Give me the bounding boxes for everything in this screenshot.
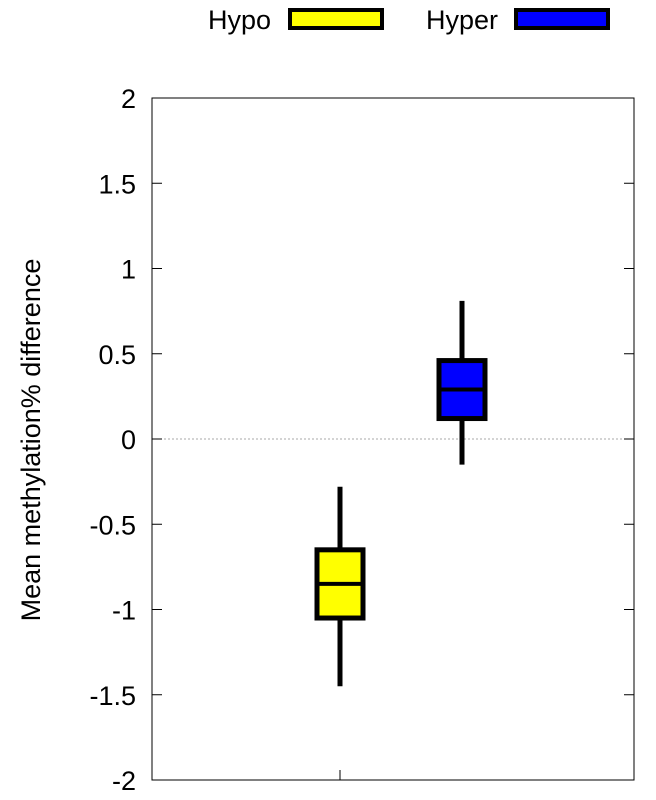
boxes (314, 300, 488, 687)
box-hypo (314, 486, 366, 687)
y-tick-label: 0 (121, 425, 136, 455)
y-axis: 2 1.5 1 0.5 0 -0.5 -1 -1.5 -2 (89, 84, 634, 796)
y-tick-label: 1.5 (98, 169, 136, 199)
legend-swatch-hypo (288, 8, 384, 30)
legend-swatch-hyper (514, 8, 610, 30)
box-hyper (436, 300, 488, 465)
y-tick-label: -2 (112, 766, 136, 796)
legend: Hypo Hyper (208, 5, 610, 35)
y-axis-label: Mean methylation% difference (16, 259, 46, 622)
y-tick-label: -1 (112, 596, 136, 626)
y-tick-label: 1 (121, 255, 136, 285)
y-tick-label: -1.5 (89, 681, 136, 711)
legend-label-hyper: Hyper (426, 5, 498, 35)
legend-label-hypo: Hypo (208, 5, 271, 35)
y-tick-label: 0.5 (98, 340, 136, 370)
y-tick-label: -0.5 (89, 510, 136, 540)
y-tick-label: 2 (121, 84, 136, 114)
